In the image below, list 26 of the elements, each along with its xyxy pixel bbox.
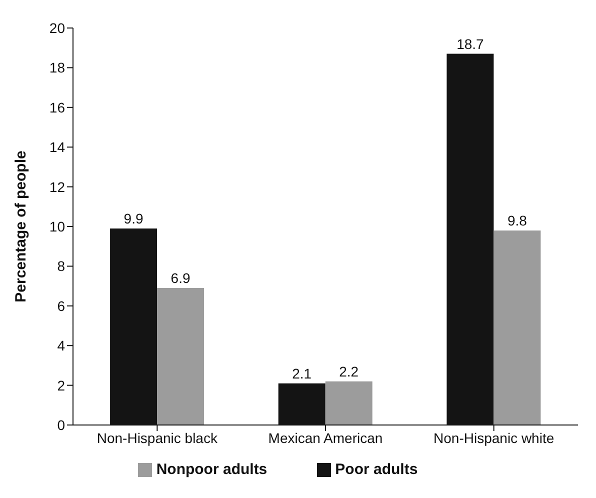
data-label: 9.9 [124, 210, 144, 226]
x-tick-label: Non-Hispanic white [434, 430, 554, 446]
y-tick-label: 8 [57, 258, 66, 274]
y-tick-label: 16 [49, 99, 66, 116]
data-label: 6.9 [170, 270, 190, 286]
x-tick-label: Non-Hispanic black [96, 430, 218, 446]
y-tick-label: 0 [57, 416, 66, 433]
y-tick-label: 12 [49, 178, 66, 195]
data-label: 9.8 [507, 212, 528, 228]
y-tick-label: 2 [57, 377, 66, 394]
bar [157, 288, 204, 425]
x-tick-label: Mexican American [268, 430, 383, 446]
data-label: 18.7 [456, 36, 484, 52]
y-tick-label: 20 [49, 20, 66, 36]
bar [325, 381, 372, 425]
data-label: 2.2 [339, 363, 359, 380]
y-tick-label: 6 [57, 298, 66, 314]
y-tick-label: 10 [49, 218, 66, 234]
data-label: 2.1 [292, 365, 312, 382]
y-tick-label: 14 [49, 139, 66, 156]
legend-label: Nonpoor adults [156, 461, 268, 478]
y-tick-label: 18 [49, 60, 66, 76]
bar [494, 230, 541, 425]
y-axis-title: Percentage of people [12, 150, 30, 302]
legend-label: Poor adults [335, 461, 418, 478]
y-tick-label: 4 [57, 338, 66, 354]
